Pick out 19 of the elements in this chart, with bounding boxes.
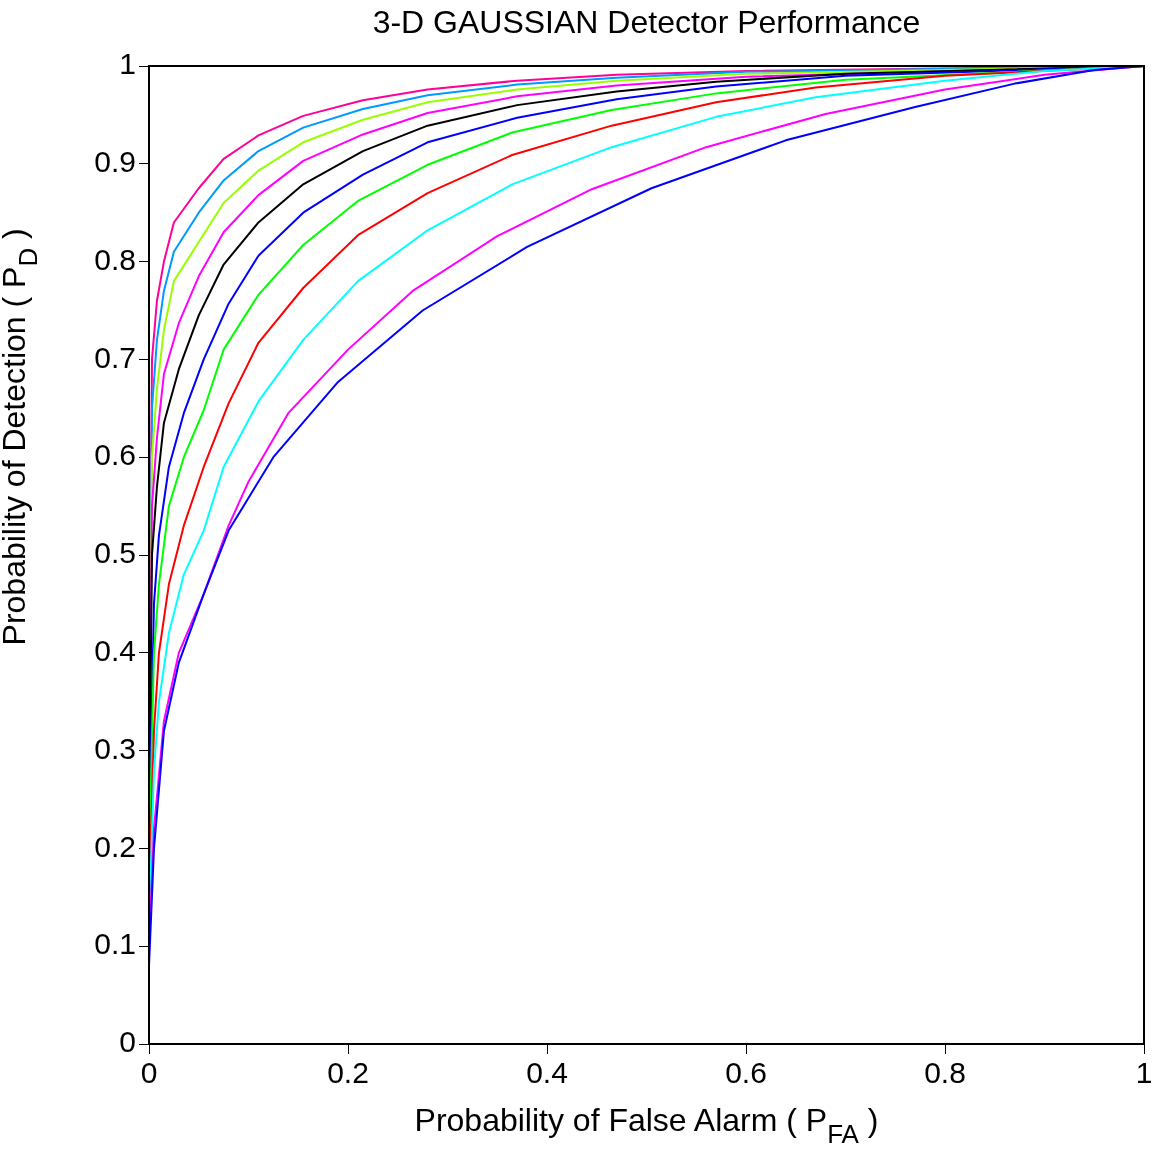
y-tick-label: 0.2	[94, 829, 136, 863]
y-tick-label: 0.9	[94, 145, 136, 179]
y-tick-label: 0.8	[94, 242, 136, 276]
x-axis-title: Probability of False Alarm ( P$_{FA}$ )	[413, 1102, 880, 1150]
y-tick-label: 1	[119, 47, 136, 81]
y-tick-label: 0.7	[94, 340, 136, 374]
y-tick-label: 0.4	[94, 634, 136, 668]
x-tick-label: 0.8	[924, 1056, 966, 1090]
y-tick-label: 0.3	[94, 731, 136, 765]
y-tick-label: 0.6	[94, 438, 136, 472]
y-tick-label: 0.1	[94, 927, 136, 961]
x-tick-label: 0.6	[725, 1056, 767, 1090]
chart-title: 3-D GAUSSIAN Detector Performance	[371, 4, 922, 41]
y-tick-label: 0	[119, 1025, 136, 1059]
y-tick-label: 0.5	[94, 536, 136, 570]
x-tick-label: 1	[1135, 1056, 1153, 1090]
x-tick-label: 0.2	[327, 1056, 369, 1090]
x-tick-label: 0	[140, 1056, 158, 1090]
x-tick-label: 0.4	[526, 1056, 568, 1090]
